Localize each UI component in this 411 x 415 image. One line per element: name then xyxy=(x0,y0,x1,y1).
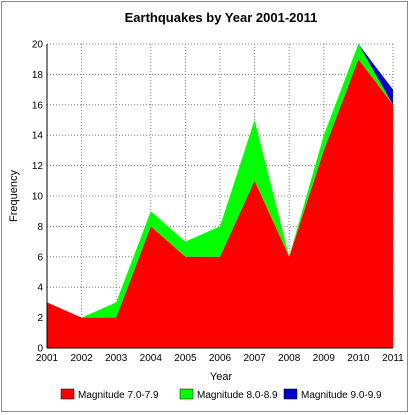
axes xyxy=(46,44,393,349)
y-tick-label: 20 xyxy=(32,40,44,51)
legend: Magnitude 7.0-7.9 Magnitude 8.0-8.9 Magnit… xyxy=(60,388,382,401)
x-tick-label: 2010 xyxy=(347,353,370,364)
x-tick-label: 2006 xyxy=(209,353,232,364)
y-tick-label: 8 xyxy=(37,222,43,233)
x-tick-label: 2005 xyxy=(174,353,197,364)
x-tick-label: 2004 xyxy=(140,353,163,364)
y-tick-label: 6 xyxy=(37,252,43,263)
legend-label: Magnitude 9.0-9.9 xyxy=(301,390,382,401)
y-tick-label: 0 xyxy=(37,344,43,355)
tick-labels: 0 2 4 6 8 10 12 14 16 18 20 2001 2002 2003 2004 2005 200… xyxy=(32,40,404,365)
x-tick-label: 2009 xyxy=(313,353,336,364)
y-tick-label: 4 xyxy=(37,283,43,294)
area-series-1 xyxy=(47,59,393,348)
legend-label: Magnitude 8.0-8.9 xyxy=(197,390,278,401)
y-tick-label: 10 xyxy=(32,192,44,203)
x-tick-label: 2002 xyxy=(70,353,93,364)
x-tick-label: 2011 xyxy=(382,353,404,364)
y-tick-label: 18 xyxy=(32,70,44,81)
legend-swatch xyxy=(283,388,298,400)
legend-swatch xyxy=(179,388,194,400)
y-tick-label: 14 xyxy=(32,131,44,142)
y-axis-label: Frequency xyxy=(8,170,20,222)
legend-label: Magnitude 7.0-7.9 xyxy=(78,390,159,401)
x-tick-label: 2008 xyxy=(278,353,301,364)
area-series xyxy=(47,44,393,348)
legend-swatch xyxy=(60,388,75,400)
x-tick-label: 2003 xyxy=(105,353,128,364)
y-tick-label: 16 xyxy=(32,100,44,111)
x-tick-label: 2001 xyxy=(36,353,59,364)
x-tick-label: 2007 xyxy=(243,353,266,364)
y-tick-label: 2 xyxy=(37,313,43,324)
chart-title: Earthquakes by Year 2001-2011 xyxy=(125,10,318,25)
x-axis-label: Year xyxy=(210,371,233,383)
y-tick-label: 12 xyxy=(32,161,44,172)
